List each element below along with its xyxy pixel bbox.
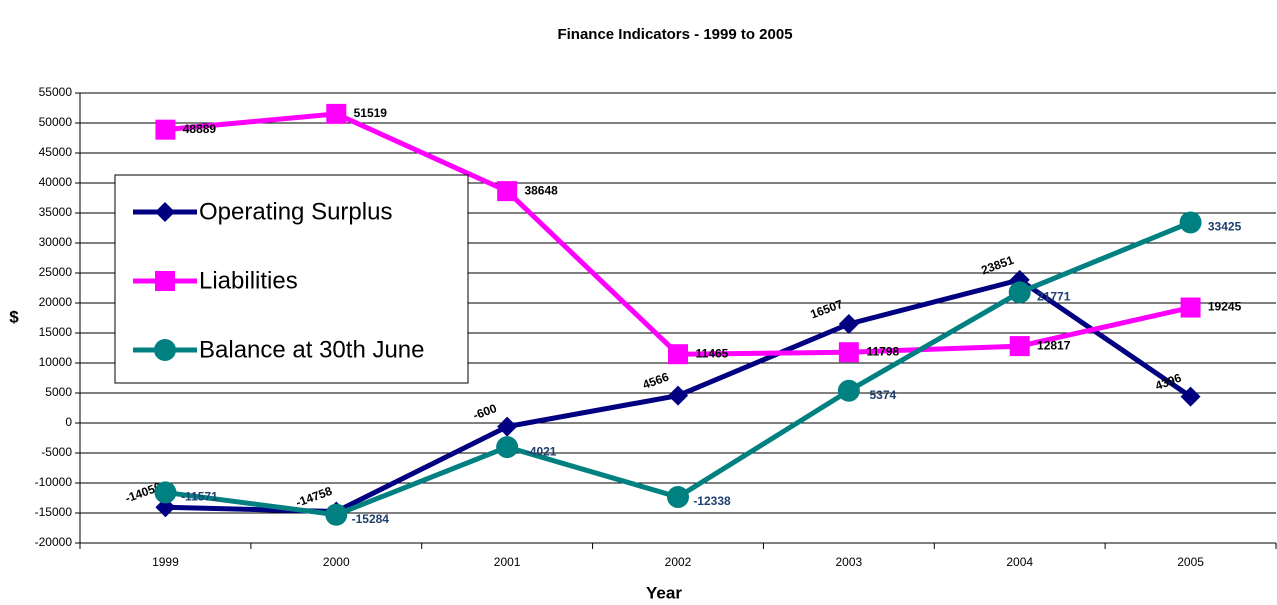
marker: [154, 339, 176, 361]
y-tick-label: 35000: [39, 205, 73, 219]
x-tick-label: 2004: [1006, 555, 1033, 569]
marker: [1008, 281, 1031, 304]
data-label: 16507: [808, 297, 844, 322]
marker: [325, 503, 348, 526]
x-tick-label: 1999: [152, 555, 179, 569]
data-label: -14758: [294, 484, 334, 510]
data-label: 12817: [1037, 338, 1071, 352]
y-axis-label: $: [9, 307, 19, 326]
data-label: 38648: [524, 183, 558, 197]
data-label: 5374: [870, 388, 897, 402]
y-tick-label: 15000: [39, 325, 73, 339]
y-tick-label: 45000: [39, 145, 73, 159]
data-label: 51519: [354, 106, 388, 120]
x-tick-label: 2005: [1177, 555, 1204, 569]
marker: [496, 436, 519, 459]
marker: [497, 181, 518, 202]
marker: [155, 497, 176, 518]
y-tick-label: 10000: [39, 355, 73, 369]
data-label: 19245: [1208, 300, 1242, 314]
data-label: 4566: [641, 370, 671, 392]
marker: [838, 342, 859, 363]
marker: [326, 103, 347, 124]
marker: [668, 344, 688, 365]
marker: [1180, 386, 1201, 407]
data-label: -11571: [181, 490, 218, 504]
y-tick-label: 30000: [39, 235, 73, 249]
marker: [1179, 211, 1202, 234]
data-label: 33425: [1208, 220, 1242, 234]
marker: [668, 385, 688, 406]
legend-label: Balance at 30th June: [199, 336, 425, 363]
y-tick-label: -20000: [35, 535, 73, 549]
data-label: 23851: [979, 253, 1015, 278]
data-label: -600: [471, 401, 499, 422]
y-tick-label: 0: [65, 415, 72, 429]
data-label: -15284: [352, 512, 390, 526]
data-label: 11798: [866, 344, 899, 358]
x-tick-label: 2000: [323, 555, 350, 569]
marker: [154, 481, 177, 504]
x-tick-label: 2002: [665, 555, 692, 569]
y-tick-label: 50000: [39, 115, 73, 129]
y-tick-label: 40000: [39, 175, 73, 189]
y-tick-label: -5000: [41, 445, 72, 459]
legend-label: Operating Surplus: [199, 198, 392, 225]
x-tick-label: 2003: [836, 555, 863, 569]
y-tick-label: 20000: [39, 295, 73, 309]
data-label: 48889: [183, 122, 217, 136]
marker: [1009, 336, 1030, 357]
marker: [155, 271, 175, 291]
marker: [667, 486, 689, 509]
y-tick-label: -10000: [35, 475, 73, 489]
x-axis-label: Year: [646, 583, 682, 602]
data-label: 11465: [696, 346, 729, 360]
data-label: -12338: [693, 494, 731, 508]
data-label: 21771: [1037, 290, 1071, 304]
marker: [837, 379, 860, 402]
marker: [155, 202, 175, 222]
marker: [497, 416, 518, 437]
marker: [1180, 297, 1201, 318]
y-tick-label: -15000: [35, 505, 73, 519]
y-tick-label: 5000: [45, 385, 72, 399]
marker: [838, 313, 859, 334]
chart-title: Finance Indicators - 1999 to 2005: [557, 26, 792, 43]
y-tick-label: 25000: [39, 265, 73, 279]
x-tick-label: 2001: [494, 555, 521, 569]
marker: [155, 119, 176, 140]
y-tick-label: 55000: [39, 85, 73, 99]
legend-label: Liabilities: [199, 267, 298, 294]
data-label: -4021: [526, 444, 557, 458]
